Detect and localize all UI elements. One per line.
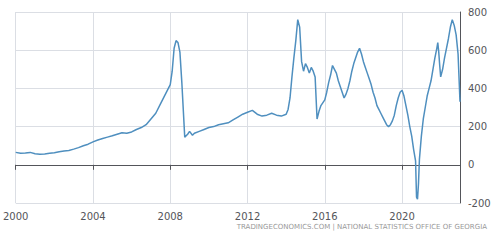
svg-text:2020: 2020 [389,211,414,222]
svg-text:2012: 2012 [235,211,260,222]
svg-text:2004: 2004 [80,211,105,222]
svg-text:800: 800 [468,7,487,18]
svg-text:0: 0 [468,159,474,170]
svg-text:TRADINGECONOMICS.COM | NATIONA: TRADINGECONOMICS.COM | NATIONAL STATISTI… [236,223,487,231]
svg-text:2016: 2016 [312,211,337,222]
svg-text:-200: -200 [468,198,491,209]
svg-text:2008: 2008 [158,211,183,222]
svg-text:600: 600 [468,45,487,56]
svg-text:400: 400 [468,83,487,94]
svg-text:200: 200 [468,121,487,132]
svg-text:2000: 2000 [3,211,28,222]
